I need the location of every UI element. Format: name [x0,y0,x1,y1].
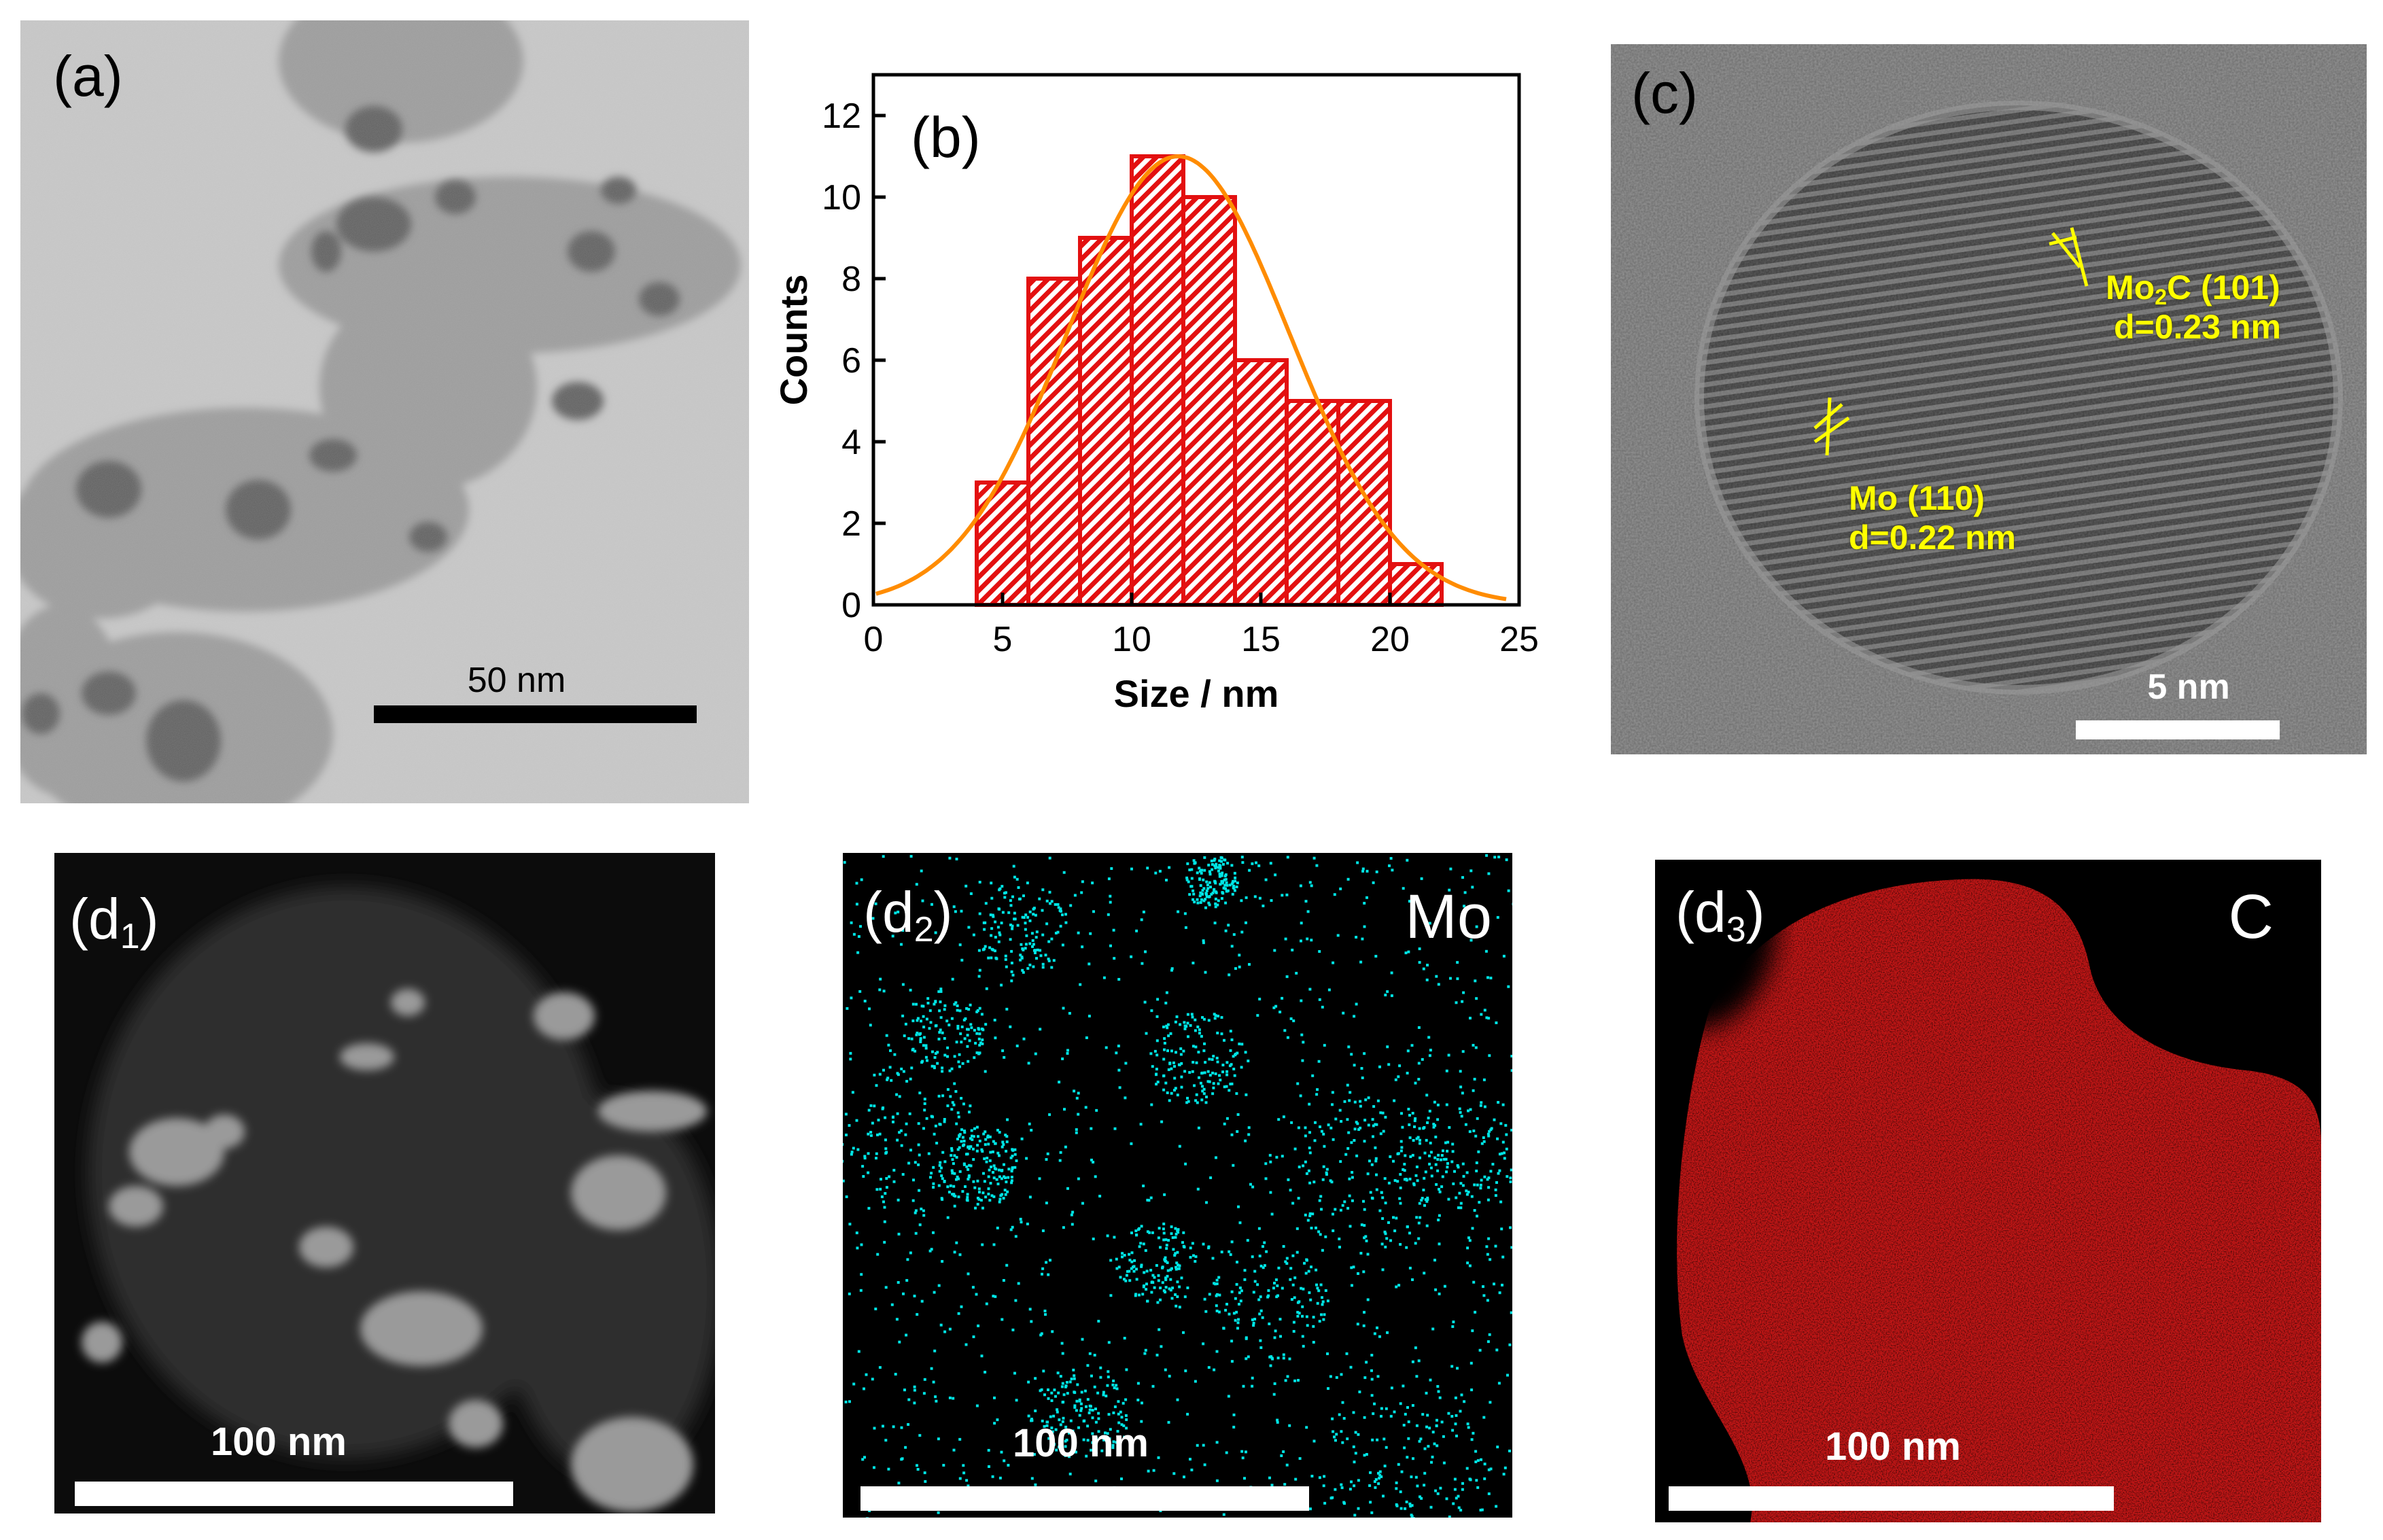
tem-image-a [20,20,749,803]
scale-bar-label-a: 50 nm [467,661,566,700]
lattice-marker-mo [1813,397,1850,456]
annotation-mo: Mo (110) d=0.22 nm [1849,479,2016,557]
scale-bar-label-d1: 100 nm [211,1420,347,1464]
x-axis-label: Size / nm [1114,672,1279,715]
panel-label-d3-close: ) [1745,880,1765,944]
panel-label-d2-main: (d [863,880,914,944]
panel-label-c: (c) [1631,61,1698,125]
mo-elemental-map [843,853,1512,1518]
panel-a-tem-image: (a) 50 nm [20,20,749,803]
histogram-bar [1233,358,1289,607]
scale-bar-a [374,705,697,723]
c-elemental-map [1655,860,2321,1522]
histogram-bar [1130,154,1185,607]
annotation-mo2c-d: d=0.23 nm [2114,307,2281,346]
size-distribution-chart: 0 5 10 15 20 25 0 2 4 6 8 10 12 Size / nm Counts [772,73,1539,715]
panel-b-histogram: 0 5 10 15 20 25 0 2 4 6 8 10 12 Size / nm Counts (b… [765,61,1546,782]
scale-bar-d3 [1669,1486,2114,1511]
histogram-bar [975,480,1030,607]
panel-label-b: (b) [911,105,981,169]
histogram-bar [1181,195,1237,607]
scale-bar-label-c: 5 nm [2147,667,2230,707]
panel-d1-haadf-image: (d1) 100 nm [54,853,715,1513]
x-tick-label: 0 [864,620,884,659]
x-tick-label: 10 [1112,620,1151,659]
scale-bar-c [2076,720,2280,739]
panel-label-d1-close: ) [139,887,159,951]
panel-label-d3-sub: 3 [1726,910,1746,949]
x-tick-label: 25 [1499,620,1539,659]
x-tick-label: 5 [993,620,1013,659]
y-tick-label: 10 [822,178,861,217]
x-tick-label: 20 [1370,620,1410,659]
y-tick-label: 0 [841,586,861,625]
y-tick-label: 8 [841,260,861,299]
histogram-bar [1078,236,1134,607]
y-axis-label: Counts [772,275,815,406]
panel-label-d2: (d2) [863,880,953,947]
annotation-mo2c-sub: 2 [2155,285,2167,309]
scale-bar-d2 [860,1486,1309,1511]
panel-label-d3: (d3) [1675,880,1765,947]
panel-label-d1-main: (d [69,887,120,951]
y-tick-label: 2 [841,504,861,544]
element-label-mo: Mo [1405,882,1492,951]
annotation-mo-d: d=0.22 nm [1849,518,2016,557]
scale-bar-label-d3: 100 nm [1825,1424,1961,1469]
panel-label-d1: (d1) [69,890,159,954]
panel-label-d2-sub: 2 [914,910,934,949]
panel-c-hrtem-image: (c) Mo2C (101) d=0.23 nm Mo (110) d=0.22… [1611,44,2367,754]
annotation-mo-phase: Mo (110) [1849,479,1985,517]
panel-label-a: (a) [53,44,123,108]
panel-label-d3-main: (d [1675,880,1726,944]
annotation-mo2c-rest: C (101) [2167,268,2280,307]
histogram-bar [1336,399,1392,607]
panel-d2-mo-map: (d2) Mo 100 nm [843,853,1512,1518]
scale-bar-d1 [75,1482,513,1506]
scale-bar-label-d2: 100 nm [1013,1421,1149,1465]
lattice-marker-mo2c [2049,227,2089,287]
histogram-bar [1388,562,1444,607]
y-tick-label: 6 [841,341,861,381]
panel-label-d2-close: ) [933,880,953,944]
panel-d3-c-map: (d3) C 100 nm [1655,860,2321,1522]
annotation-mo2c: Mo2C (101) d=0.23 nm [2106,268,2281,347]
element-label-c: C [2228,882,2274,951]
x-tick-label: 15 [1241,620,1281,659]
annotation-mo2c-phase: Mo [2106,268,2155,307]
plot-frame [871,73,1521,607]
panel-label-d1-sub: 1 [120,917,140,956]
y-tick-label: 12 [822,97,861,136]
histogram-bar [1026,277,1082,607]
y-tick-label: 4 [841,423,861,462]
hrtem-image-c [1611,44,2367,754]
gaussian-fit-curve [875,154,1507,601]
haadf-image-d1 [54,853,715,1513]
